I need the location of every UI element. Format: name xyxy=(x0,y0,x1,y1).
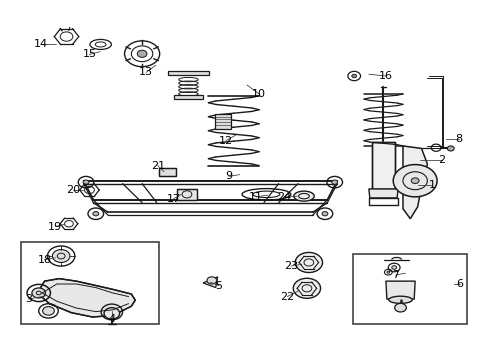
Text: 1: 1 xyxy=(428,180,435,190)
Circle shape xyxy=(293,278,320,298)
Text: 3: 3 xyxy=(25,294,32,304)
Circle shape xyxy=(322,212,327,216)
Circle shape xyxy=(42,307,54,315)
Polygon shape xyxy=(203,277,217,288)
Polygon shape xyxy=(368,189,397,198)
Text: 24: 24 xyxy=(277,192,291,202)
Text: 17: 17 xyxy=(166,194,181,204)
Circle shape xyxy=(295,252,322,273)
Text: 19: 19 xyxy=(48,222,62,231)
Text: 20: 20 xyxy=(66,185,80,195)
Bar xyxy=(352,254,466,324)
Circle shape xyxy=(83,180,89,184)
Circle shape xyxy=(93,212,99,216)
Text: 22: 22 xyxy=(280,292,294,302)
Text: 10: 10 xyxy=(252,89,265,99)
Circle shape xyxy=(447,146,453,151)
Bar xyxy=(173,95,203,99)
Bar xyxy=(158,168,175,176)
Text: 6: 6 xyxy=(456,279,463,289)
Bar xyxy=(177,189,196,200)
Text: 5: 5 xyxy=(215,281,222,291)
Circle shape xyxy=(391,266,396,269)
Bar xyxy=(177,189,196,200)
Polygon shape xyxy=(385,281,414,299)
Circle shape xyxy=(331,180,337,184)
Bar xyxy=(167,71,208,75)
Ellipse shape xyxy=(388,296,411,303)
Polygon shape xyxy=(37,279,135,317)
Circle shape xyxy=(32,288,45,298)
Circle shape xyxy=(394,303,406,312)
Text: 7: 7 xyxy=(391,270,398,280)
Bar xyxy=(158,168,175,176)
Circle shape xyxy=(206,277,216,284)
Ellipse shape xyxy=(293,191,314,201)
Text: 2: 2 xyxy=(438,155,445,165)
Bar xyxy=(21,242,158,324)
Polygon shape xyxy=(402,146,427,219)
Circle shape xyxy=(52,249,70,262)
Text: 14: 14 xyxy=(34,39,48,49)
Text: 18: 18 xyxy=(38,255,52,265)
Text: 15: 15 xyxy=(82,49,96,59)
Text: 16: 16 xyxy=(378,71,392,81)
Text: 13: 13 xyxy=(139,67,153,77)
Bar xyxy=(371,142,394,189)
Circle shape xyxy=(386,271,389,273)
Bar xyxy=(371,142,394,189)
Circle shape xyxy=(392,165,436,197)
Text: 8: 8 xyxy=(454,134,462,144)
Text: 9: 9 xyxy=(225,171,232,181)
Text: 11: 11 xyxy=(249,192,263,202)
Text: 12: 12 xyxy=(219,136,233,145)
Circle shape xyxy=(410,178,418,184)
Circle shape xyxy=(104,308,120,319)
Text: 21: 21 xyxy=(150,161,164,171)
Text: 4: 4 xyxy=(108,314,115,324)
Circle shape xyxy=(137,50,147,57)
Text: 23: 23 xyxy=(283,261,297,271)
Bar xyxy=(215,114,230,129)
Circle shape xyxy=(351,74,356,78)
